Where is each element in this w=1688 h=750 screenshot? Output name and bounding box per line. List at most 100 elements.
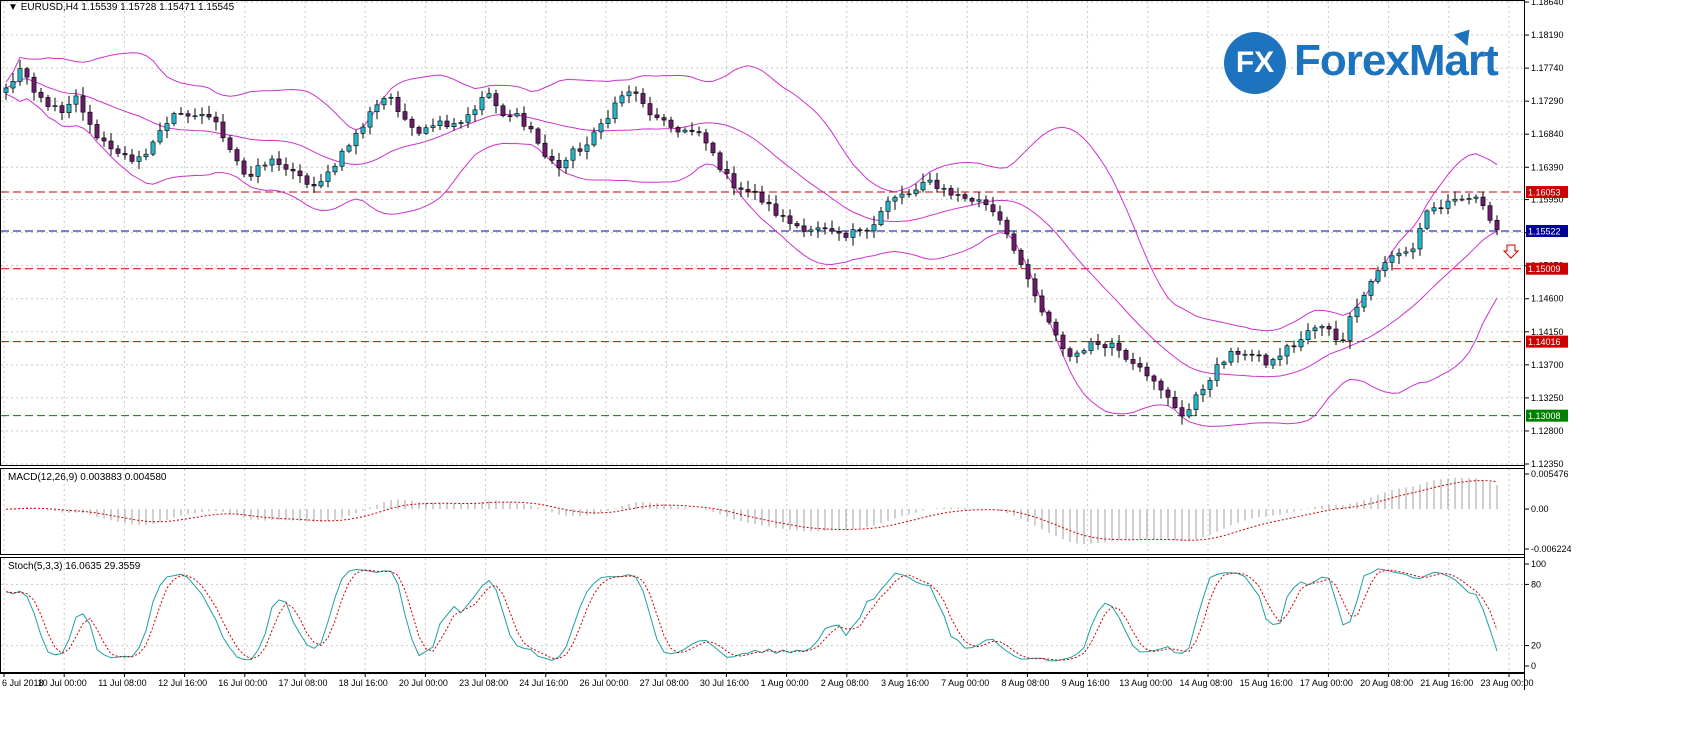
candle-body bbox=[633, 91, 639, 94]
forexmart-logo: FX ForexMart bbox=[1224, 23, 1514, 98]
dropdown-arrow-icon[interactable]: ▼ bbox=[8, 2, 18, 13]
candle-body bbox=[1305, 330, 1311, 340]
candle-body bbox=[388, 96, 394, 99]
time-label: 21 Aug 16:00 bbox=[1420, 678, 1473, 688]
candle-body bbox=[514, 113, 520, 117]
candle-body bbox=[668, 119, 674, 128]
candle-body bbox=[479, 97, 485, 111]
candle-body bbox=[283, 164, 289, 170]
candle-body bbox=[1067, 348, 1073, 357]
candle-body bbox=[451, 123, 457, 128]
candle-body bbox=[787, 215, 793, 224]
candle-body bbox=[822, 227, 828, 230]
stoch-main-line bbox=[5, 568, 1498, 662]
candle-body bbox=[1039, 295, 1045, 313]
stoch-tick-label: 0 bbox=[1531, 661, 1536, 671]
candle-body bbox=[486, 93, 492, 98]
candle-body bbox=[136, 156, 142, 162]
price-tick-label: 1.13700 bbox=[1531, 360, 1564, 370]
time-label: 14 Aug 08:00 bbox=[1179, 678, 1232, 688]
candle-body bbox=[941, 188, 947, 190]
candle-body bbox=[129, 154, 135, 162]
candle-body bbox=[1200, 389, 1206, 396]
price-tick-label: 1.16840 bbox=[1531, 129, 1564, 139]
price-tick-label: 1.14600 bbox=[1531, 294, 1564, 304]
price-tick-label: 1.12800 bbox=[1531, 426, 1564, 436]
stoch-tick-label: 20 bbox=[1531, 641, 1541, 651]
candle-body bbox=[1284, 345, 1290, 357]
candle-body bbox=[549, 156, 555, 161]
candle-body bbox=[24, 68, 30, 78]
candle-body bbox=[1431, 207, 1437, 212]
macd-tick-label: 0.005476 bbox=[1531, 469, 1569, 479]
time-label: 30 Jul 16:00 bbox=[700, 678, 749, 688]
candle-body bbox=[10, 81, 16, 89]
level-badge bbox=[1526, 335, 1568, 348]
candle-body bbox=[850, 229, 856, 238]
candle-body bbox=[1438, 207, 1444, 210]
candle-body bbox=[1179, 407, 1185, 417]
candle-body bbox=[150, 141, 156, 155]
candle-body bbox=[444, 120, 450, 128]
time-label: 9 Aug 16:00 bbox=[1062, 678, 1110, 688]
candle-body bbox=[1151, 375, 1157, 382]
price-tick-label: 1.16390 bbox=[1531, 162, 1564, 172]
candle-body bbox=[752, 190, 758, 193]
candle-body bbox=[1326, 326, 1332, 330]
candle-body bbox=[1424, 210, 1430, 229]
candle-body bbox=[290, 168, 296, 172]
main-title: ▼ EURUSD,H4 1.15539 1.15728 1.15471 1.15… bbox=[8, 2, 234, 13]
candle-body bbox=[1263, 354, 1269, 366]
candle-body bbox=[458, 122, 464, 124]
candle-body bbox=[542, 142, 548, 157]
candle-body bbox=[1032, 278, 1038, 297]
macd-signal-line bbox=[5, 479, 1498, 541]
time-label: 20 Aug 08:00 bbox=[1360, 678, 1413, 688]
level-label: 1.14016 bbox=[1528, 337, 1561, 347]
candle-body bbox=[346, 145, 352, 152]
candle-body bbox=[920, 181, 926, 191]
candle-body bbox=[500, 105, 506, 117]
candle-body bbox=[171, 113, 177, 124]
candle-body bbox=[234, 149, 240, 162]
candle-body bbox=[1473, 196, 1479, 199]
candle-body bbox=[913, 189, 919, 195]
candle-body bbox=[332, 165, 338, 173]
candle-body bbox=[654, 114, 660, 118]
candle-body bbox=[185, 113, 191, 117]
candle-body bbox=[1340, 339, 1346, 342]
candle-body bbox=[1242, 353, 1248, 356]
price-tick-label: 1.17290 bbox=[1531, 96, 1564, 106]
candle-body bbox=[563, 159, 569, 169]
candle-body bbox=[269, 158, 275, 166]
candle-body bbox=[969, 198, 975, 202]
candle-body bbox=[640, 93, 646, 104]
level-label: 1.15522 bbox=[1528, 227, 1561, 237]
candle-body bbox=[1137, 363, 1143, 368]
candle-body bbox=[255, 165, 261, 177]
time-label: 20 Jul 00:00 bbox=[399, 678, 448, 688]
candle-body bbox=[1291, 345, 1297, 348]
candle-body bbox=[367, 111, 373, 128]
stoch-signal-line bbox=[5, 569, 1498, 661]
candle-body bbox=[59, 105, 65, 113]
candle-body bbox=[339, 150, 345, 167]
candle-body bbox=[773, 203, 779, 216]
candle-body bbox=[528, 126, 534, 130]
price-tick-label: 1.18640 bbox=[1531, 0, 1564, 7]
candle-body bbox=[1389, 255, 1395, 263]
candle-body bbox=[1123, 349, 1129, 360]
candle-body bbox=[164, 123, 170, 131]
candle-body bbox=[1228, 350, 1234, 363]
candle-body bbox=[619, 95, 625, 104]
candle-body bbox=[1053, 321, 1059, 336]
candle-body bbox=[437, 120, 443, 126]
fx-badge: FX bbox=[1224, 32, 1286, 94]
time-label: 26 Jul 00:00 bbox=[579, 678, 628, 688]
candle-body bbox=[1410, 248, 1416, 253]
candle-body bbox=[1004, 219, 1010, 235]
time-label: 2 Aug 08:00 bbox=[821, 678, 869, 688]
candle-body bbox=[1256, 354, 1262, 357]
